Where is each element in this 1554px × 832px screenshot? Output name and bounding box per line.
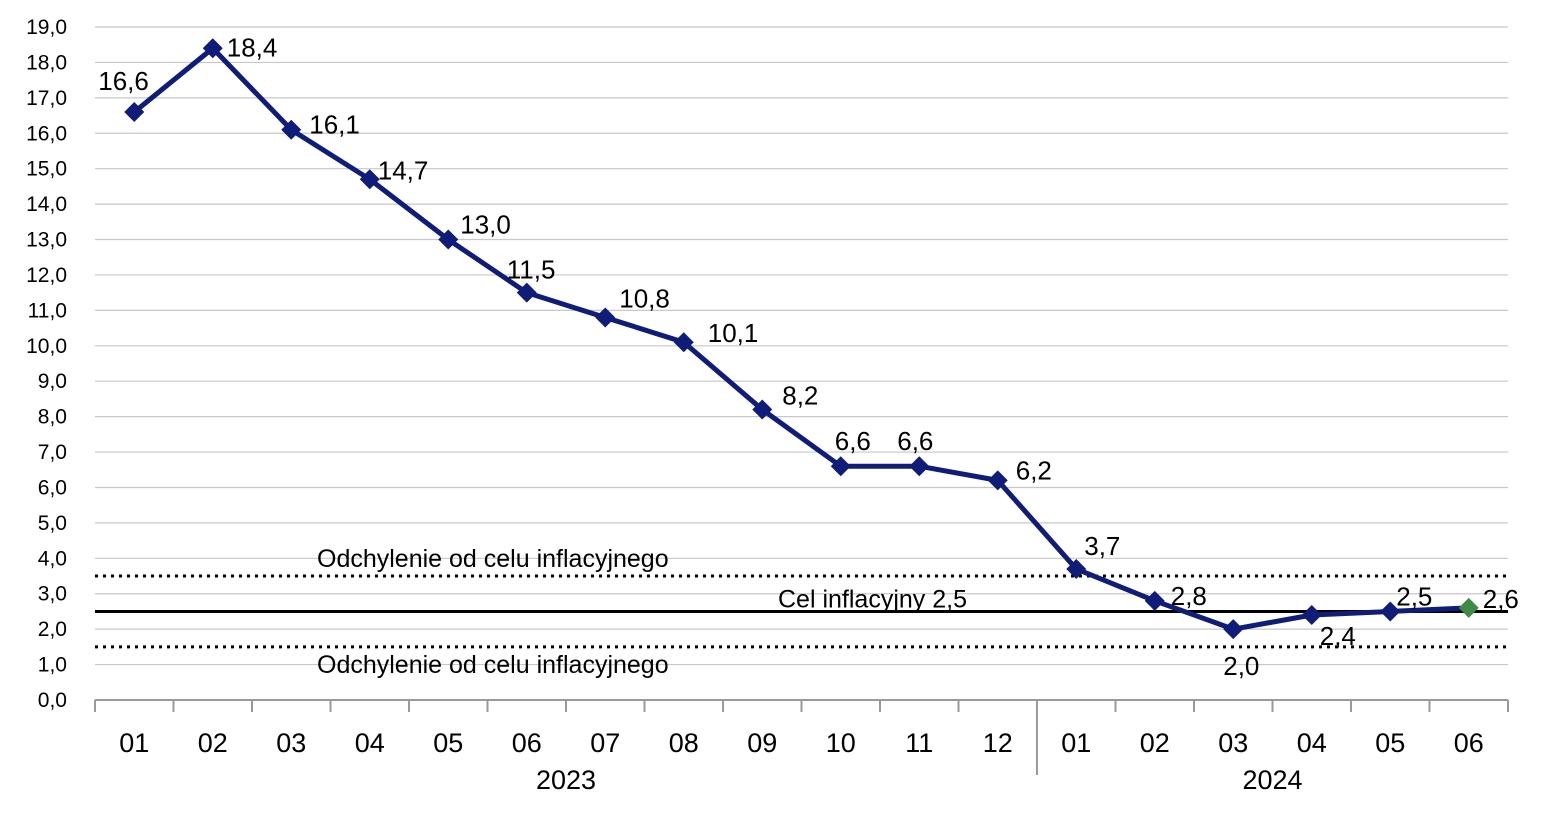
x-tick-label: 08	[669, 728, 699, 758]
x-tick-label: 02	[1140, 728, 1170, 758]
y-tick-label: 6,0	[38, 476, 67, 499]
data-point-marker	[359, 169, 380, 190]
tolerance-band-label: Odchylenie od celu inflacyjnego	[317, 545, 669, 573]
y-tick-label: 7,0	[38, 441, 67, 464]
x-tick-label: 03	[276, 728, 306, 758]
data-label: 8,2	[782, 381, 818, 411]
x-tick-label: 05	[1375, 728, 1405, 758]
data-point-marker	[595, 307, 616, 328]
y-tick-label: 13,0	[26, 229, 67, 252]
inflation-target-label: Cel inflacyjny 2,5	[778, 585, 967, 613]
data-point-marker	[1301, 604, 1322, 625]
data-point-marker	[1223, 619, 1244, 640]
y-tick-label: 0,0	[38, 689, 67, 712]
data-point-marker	[1380, 601, 1401, 622]
data-label: 6,2	[1016, 455, 1052, 485]
data-point-marker	[281, 119, 302, 140]
x-tick-label: 01	[119, 728, 149, 758]
x-tick-label: 11	[905, 728, 933, 758]
data-label: 16,1	[309, 110, 360, 140]
data-label: 10,1	[708, 318, 759, 348]
y-tick-label: 14,0	[26, 193, 67, 216]
y-tick-label: 15,0	[26, 158, 67, 181]
data-label: 2,5	[1396, 581, 1432, 611]
y-tick-label: 8,0	[38, 406, 67, 429]
data-point-marker	[1066, 558, 1087, 579]
data-point-marker	[752, 399, 773, 420]
y-tick-label: 1,0	[38, 654, 67, 677]
data-label: 2,4	[1320, 621, 1356, 651]
data-label: 11,5	[507, 255, 556, 285]
reference-lines: Odchylenie od celu inflacyjnego Cel infla…	[95, 545, 1508, 679]
data-point-marker	[830, 456, 851, 477]
y-axis: 0,0 1,0 2,0 3,0 4,0 5,0 6,0 7,0 8,0 9,0 10,0 11,0 12…	[26, 16, 67, 712]
y-tick-label: 5,0	[38, 512, 67, 535]
x-tick-label: 10	[826, 728, 856, 758]
x-tick-label: 04	[355, 728, 385, 758]
y-tick-label: 16,0	[26, 122, 67, 145]
data-point-marker	[124, 102, 145, 123]
data-point-marker	[202, 38, 223, 59]
x-tick-label: 07	[590, 728, 620, 758]
x-tick-label: 01	[1061, 728, 1091, 758]
data-label: 2,0	[1223, 651, 1259, 681]
data-point-marker	[673, 332, 694, 353]
y-tick-label: 9,0	[38, 370, 67, 393]
data-label: 3,7	[1084, 531, 1120, 561]
data-label: 13,0	[460, 210, 511, 240]
y-tick-label: 2,0	[38, 618, 67, 641]
cpi-series-line	[132, 45, 1469, 632]
y-tick-label: 3,0	[38, 583, 67, 606]
data-label: 10,8	[619, 283, 670, 313]
tolerance-band-label: Odchylenie od celu inflacyjnego	[317, 651, 669, 679]
data-label: 6,6	[897, 426, 933, 456]
data-point-marker	[438, 229, 459, 250]
data-label: 2,6	[1483, 584, 1519, 614]
y-tick-label: 19,0	[26, 16, 67, 39]
x-tick-label: 12	[983, 728, 1013, 758]
series-group	[124, 38, 1479, 640]
y-tick-label: 4,0	[38, 547, 67, 570]
x-tick-label: 04	[1297, 728, 1327, 758]
y-tick-label: 17,0	[26, 87, 67, 110]
data-point-marker	[516, 282, 537, 303]
data-point-marker	[987, 470, 1008, 491]
gridlines	[95, 26, 1508, 666]
data-label: 2,8	[1171, 581, 1207, 611]
x-tick-label: 03	[1218, 728, 1248, 758]
x-tick-label: 06	[512, 728, 542, 758]
data-label: 14,7	[378, 155, 429, 185]
x-tick-label: 09	[747, 728, 777, 758]
x-tick-label: 02	[198, 728, 228, 758]
data-labels: 16,6 18,4 16,1 14,7 13,0 11,5 10,8 10,1 8,2 6,6 6,…	[98, 32, 1519, 681]
y-tick-label: 10,0	[26, 335, 67, 358]
data-point-marker	[909, 456, 930, 477]
x-tick-label: 06	[1454, 728, 1484, 758]
data-label: 16,6	[98, 66, 149, 96]
year-label: 2023	[536, 765, 596, 795]
data-point-marker	[1458, 597, 1479, 618]
x-tick-label: 05	[433, 728, 463, 758]
data-label: 18,4	[227, 32, 278, 62]
data-label: 6,6	[835, 426, 871, 456]
data-point-marker	[1144, 590, 1165, 611]
year-label: 2024	[1242, 765, 1302, 795]
y-tick-label: 18,0	[26, 51, 67, 74]
y-tick-label: 12,0	[26, 264, 67, 287]
y-tick-label: 11,0	[28, 299, 67, 322]
x-axis: 01 02 03 04 05 06 07 08 09 10 11 12 01 02 03 04 05 06 2023…	[94, 699, 1509, 795]
